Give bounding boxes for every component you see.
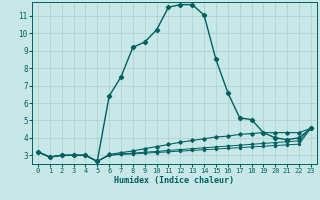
X-axis label: Humidex (Indice chaleur): Humidex (Indice chaleur) bbox=[115, 176, 234, 185]
